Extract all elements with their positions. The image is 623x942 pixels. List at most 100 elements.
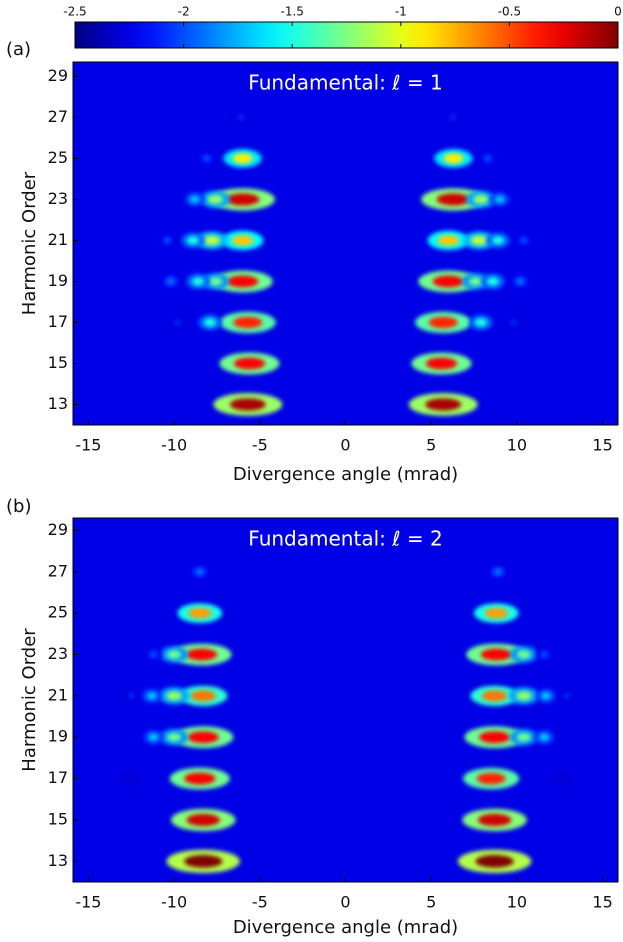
panel-label: (b)	[6, 496, 31, 517]
y-tick-label: 17	[48, 768, 68, 787]
x-tick-label: 0	[340, 893, 350, 912]
spot	[540, 691, 552, 700]
spot	[432, 275, 465, 288]
spot	[443, 153, 464, 164]
x-tick-label: 0	[340, 436, 350, 455]
spot	[186, 236, 200, 245]
x-tick-label: -10	[161, 893, 187, 912]
spot	[428, 316, 458, 329]
colorbar-tick-label: -1.5	[280, 5, 303, 19]
spot	[233, 357, 266, 370]
spot	[493, 568, 503, 576]
x-tick-label: 5	[426, 893, 436, 912]
spot	[480, 648, 512, 661]
spot	[477, 813, 512, 826]
spot	[166, 650, 182, 659]
spot	[475, 855, 514, 868]
spot	[236, 114, 245, 121]
plot-background	[73, 62, 618, 425]
spot	[190, 690, 216, 702]
colorbar-tick-label: -1	[395, 5, 407, 19]
spot	[163, 236, 172, 244]
spots	[159, 111, 532, 416]
spot	[509, 319, 518, 326]
spot	[519, 236, 528, 244]
spot	[437, 235, 460, 246]
spot	[148, 733, 159, 742]
spot	[188, 607, 212, 619]
title: Fundamental: ℓ = 2	[248, 527, 442, 551]
spot	[146, 691, 158, 700]
spot	[515, 277, 525, 286]
y-tick-label: 25	[48, 603, 68, 622]
spot	[127, 775, 136, 782]
y-tick-label: 13	[48, 851, 68, 870]
spot	[184, 772, 216, 785]
spot	[540, 651, 549, 658]
spot	[515, 691, 532, 701]
spot	[202, 154, 211, 162]
x-axis-label: Divergence angle (mrad)	[233, 917, 458, 938]
y-tick-label: 21	[48, 230, 68, 249]
spot	[204, 318, 217, 327]
y-axis-label: Harmonic Order	[19, 171, 40, 315]
y-tick-label: 27	[48, 107, 68, 126]
y-tick-label: 27	[48, 561, 68, 580]
spot	[231, 235, 254, 246]
colorbar	[74, 21, 619, 49]
spot	[473, 194, 489, 205]
x-tick-label: 15	[592, 436, 612, 455]
spot	[449, 114, 458, 121]
spot	[166, 277, 176, 286]
spot	[207, 194, 224, 205]
spot	[149, 651, 158, 658]
spot	[516, 732, 531, 742]
x-tick-label: -15	[75, 893, 101, 912]
spots	[123, 565, 575, 874]
y-tick-label: 23	[48, 644, 68, 663]
spot	[468, 276, 483, 286]
x-tick-label: 5	[426, 436, 436, 455]
spot	[233, 316, 263, 329]
y-tick-label: 29	[48, 520, 68, 539]
x-tick-label: 10	[507, 893, 527, 912]
y-tick-label: 13	[48, 394, 68, 413]
spot	[470, 235, 488, 246]
spot	[184, 855, 223, 868]
y-axis-label: Harmonic Order	[19, 628, 40, 772]
spot	[203, 235, 221, 246]
spot	[481, 690, 508, 702]
y-tick-label: 23	[48, 189, 68, 208]
y-tick-label: 19	[48, 271, 68, 290]
title: Fundamental: ℓ = 1	[248, 71, 442, 95]
spot	[486, 277, 499, 286]
spot	[476, 772, 506, 785]
y-tick-label: 15	[48, 353, 68, 372]
x-tick-label: -5	[252, 436, 268, 455]
spot	[166, 691, 182, 701]
spot	[229, 398, 266, 411]
panel-label: (a)	[6, 39, 31, 60]
spot	[516, 650, 531, 659]
spot	[478, 731, 511, 744]
colorbar-tick-label: -2	[178, 5, 190, 19]
spot	[186, 813, 221, 826]
spot	[491, 236, 505, 245]
x-tick-label: -15	[75, 436, 101, 455]
spot	[539, 733, 550, 742]
spot	[484, 607, 509, 619]
y-tick-label: 29	[48, 66, 68, 85]
spot	[225, 193, 260, 206]
x-tick-label: 15	[592, 893, 612, 912]
spot	[208, 276, 223, 286]
spot	[185, 648, 218, 661]
spot	[189, 195, 200, 204]
spot	[483, 154, 492, 162]
spot	[195, 568, 205, 576]
spot	[557, 775, 566, 782]
spot	[474, 318, 487, 327]
spot	[173, 319, 182, 326]
spot	[425, 357, 458, 370]
spot	[192, 277, 205, 286]
